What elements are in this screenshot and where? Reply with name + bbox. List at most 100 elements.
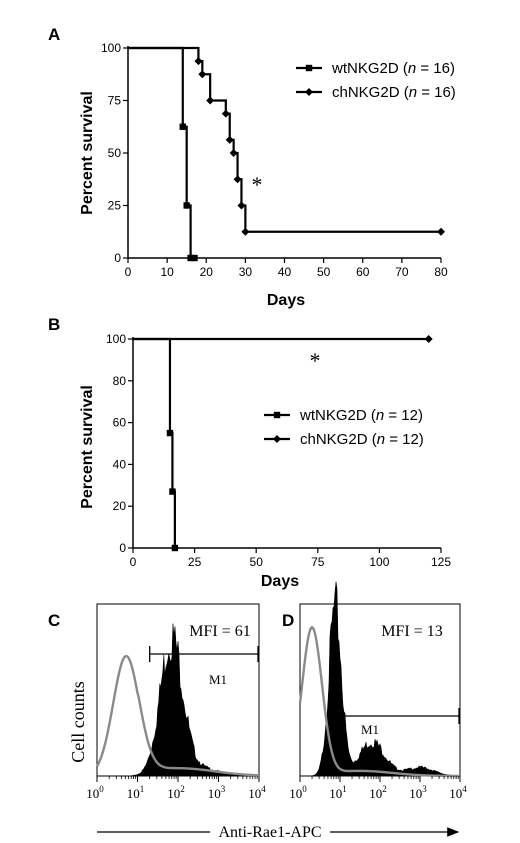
data-point-diamond (194, 57, 203, 66)
data-point-diamond (237, 201, 246, 210)
log-tick-exponent: 0 (99, 784, 104, 794)
panel-b: B Percent survival Days * 0 25 50 75 100 1250… (48, 315, 451, 590)
panel-d-mfi: MFI = 13 (381, 623, 442, 640)
panel-b-letter: B (48, 315, 60, 334)
panel-a-xlabel: Days (267, 292, 305, 309)
shared-xaxis-arrow: Anti-Rae1-APC (97, 822, 460, 841)
stained-histogram (300, 581, 461, 777)
panel-c: C Cell counts 100 101 102 103 104 MFI = 61 M… (48, 603, 266, 801)
data-point-square (187, 254, 194, 262)
data-point-diamond (221, 109, 230, 118)
series-line-square (133, 337, 176, 548)
log-tick-exponent: 2 (180, 784, 185, 794)
x-tick-label: 50 (250, 555, 264, 569)
log-tick-exponent: 3 (422, 784, 427, 794)
legend-marker-diamond (305, 88, 313, 96)
stained-histogram (97, 623, 260, 777)
log-tick-exponent: 4 (261, 784, 266, 794)
series-line-diamond (128, 46, 441, 233)
legend-label-n: n (377, 431, 385, 448)
y-tick-label: 60 (113, 416, 127, 430)
legend-entry-diamond: chNKG2D (n = 12) (300, 431, 424, 448)
arrow-label-bg (210, 822, 330, 840)
log-tick-exponent: 2 (382, 784, 387, 794)
x-tick-label: 30 (239, 265, 253, 279)
log-tick-label: 103 (409, 784, 427, 801)
log-tick-exponent: 3 (221, 784, 226, 794)
legend-marker-square (305, 64, 313, 72)
panel-c-mfi: MFI = 61 (189, 623, 250, 640)
panel-c-histograms (95, 623, 260, 777)
panel-b-axes: 0 25 50 75 100 125 0 20 40 60 80 100 (106, 332, 451, 569)
y-tick-label: 25 (108, 199, 122, 213)
panel-b-xlabel: Days (261, 573, 299, 590)
panel-a-series (128, 46, 445, 262)
panel-a-significance: * (252, 172, 263, 197)
legend-label-rest: = 16) (416, 60, 455, 77)
data-point-diamond (229, 149, 238, 157)
control-histogram (298, 625, 461, 778)
x-tick-label: 10 (160, 265, 174, 279)
panel-d-gate-label: M1 (361, 722, 379, 737)
panel-c-ylabel: Cell counts (68, 681, 88, 763)
log-tick-label: 101 (329, 784, 347, 801)
legend-entry-square: wtNKG2D (n = 16) (331, 60, 455, 77)
y-tick-label: 40 (113, 457, 127, 471)
log-tick-label: 102 (369, 784, 387, 801)
panel-d-histograms (298, 581, 461, 778)
panel-b-series (133, 335, 433, 552)
log-tick-exponent: 4 (462, 784, 467, 794)
data-point-diamond (424, 335, 433, 343)
series-line-square (128, 46, 195, 260)
log-tick-exponent: 1 (140, 784, 145, 794)
legend-marker-square (273, 411, 281, 419)
x-tick-label: 125 (431, 555, 451, 569)
data-point-square (179, 123, 186, 130)
log-tick-base: 10 (127, 786, 140, 801)
data-point-diamond (437, 227, 445, 236)
panel-d-ticks: 100 101 102 103 104 (289, 776, 467, 801)
legend-marker-diamond (273, 435, 281, 443)
panel-d: D 100 101 102 103 104 MFI = 13 M1 (282, 581, 467, 801)
log-tick-base: 10 (289, 786, 302, 801)
log-tick-base: 10 (449, 786, 462, 801)
log-tick-label: 104 (449, 784, 467, 801)
data-point-diamond (233, 175, 242, 184)
data-point-square (191, 254, 198, 262)
legend-label-rest: = 12) (385, 431, 424, 448)
legend-label-n: n (409, 84, 417, 101)
x-tick-label: 40 (278, 265, 292, 279)
log-tick-base: 10 (86, 786, 99, 801)
panel-a-legend: wtNKG2D (n = 16) chNKG2D (n = 16) (296, 60, 456, 101)
x-tick-label: 75 (311, 555, 325, 569)
x-tick-label: 80 (434, 265, 448, 279)
panel-a-ylabel: Percent survival (79, 91, 96, 215)
panel-a-axes: 0 10 20 30 40 50 60 70 80 0 25 50 75 100 (101, 41, 448, 279)
shared-xlabel: Anti-Rae1-APC (218, 824, 321, 841)
x-tick-label: 60 (356, 265, 370, 279)
x-tick-label: 0 (125, 265, 132, 279)
y-tick-label: 100 (101, 41, 121, 55)
legend-label-rest: = 12) (384, 407, 423, 424)
panel-b-legend: wtNKG2D (n = 12) chNKG2D (n = 12) (264, 407, 424, 448)
panel-a-letter: A (48, 25, 60, 44)
legend-entry-square: wtNKG2D (n = 12) (299, 407, 423, 424)
x-tick-label: 70 (395, 265, 409, 279)
log-tick-label: 100 (86, 784, 104, 801)
panel-c-ticks: 100 101 102 103 104 (86, 776, 266, 801)
legend-entry-diamond: chNKG2D (n = 16) (332, 84, 456, 101)
data-point-diamond (198, 70, 207, 79)
log-tick-label: 102 (167, 784, 185, 801)
log-tick-label: 101 (127, 784, 145, 801)
log-tick-exponent: 0 (302, 784, 307, 794)
y-tick-label: 80 (113, 374, 127, 388)
legend-label-rest: = 16) (417, 84, 456, 101)
data-point-square (171, 544, 179, 552)
log-tick-label: 104 (248, 784, 266, 801)
panel-b-ylabel: Percent survival (79, 385, 96, 509)
log-tick-base: 10 (329, 786, 342, 801)
y-tick-label: 100 (106, 332, 126, 346)
panel-a: A Percent survival Days * 0 10 20 30 40 50 60 7… (48, 25, 456, 309)
log-tick-exponent: 1 (342, 784, 347, 794)
